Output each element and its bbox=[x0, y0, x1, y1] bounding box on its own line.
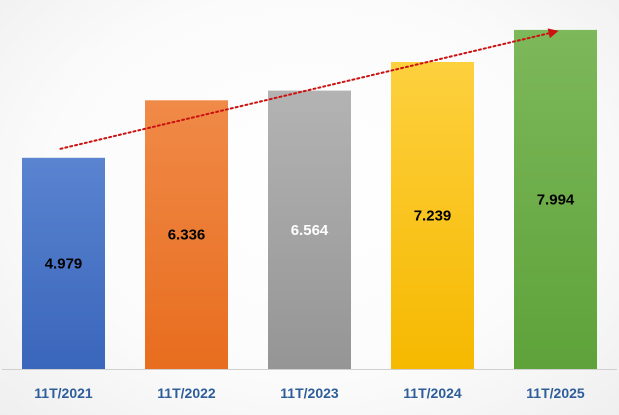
bar-11t-2022 bbox=[145, 100, 228, 370]
trend-arrow-line bbox=[59, 31, 552, 150]
value-labels-layer: 4.979 6.336 6.564 7.239 7.994 bbox=[45, 192, 575, 273]
trend-arrow-layer bbox=[59, 28, 559, 150]
x-tick-label: 11T/2025 bbox=[526, 385, 585, 401]
bar-11t-2024 bbox=[391, 62, 474, 369]
bar-value-label: 4.979 bbox=[45, 255, 83, 272]
bar-11t-2025 bbox=[514, 29, 597, 370]
bars-layer bbox=[22, 29, 597, 370]
bar-value-label: 6.336 bbox=[168, 227, 206, 244]
x-tick-label: 11T/2024 bbox=[403, 385, 462, 401]
trend-arrow-head bbox=[547, 28, 559, 39]
x-tick-label: 11T/2021 bbox=[34, 385, 93, 401]
bar-value-label: 7.239 bbox=[414, 208, 452, 225]
bar-value-label: 7.994 bbox=[537, 192, 575, 209]
x-tick-label: 11T/2023 bbox=[280, 385, 339, 401]
tick-labels-layer: 11T/2021 11T/2022 11T/2023 11T/2024 11T/2025 bbox=[34, 385, 585, 401]
bar-11t-2021 bbox=[22, 157, 105, 369]
x-tick-label: 11T/2022 bbox=[157, 385, 216, 401]
bar-value-label: 6.564 bbox=[291, 222, 329, 239]
bar-11t-2023 bbox=[268, 90, 351, 369]
